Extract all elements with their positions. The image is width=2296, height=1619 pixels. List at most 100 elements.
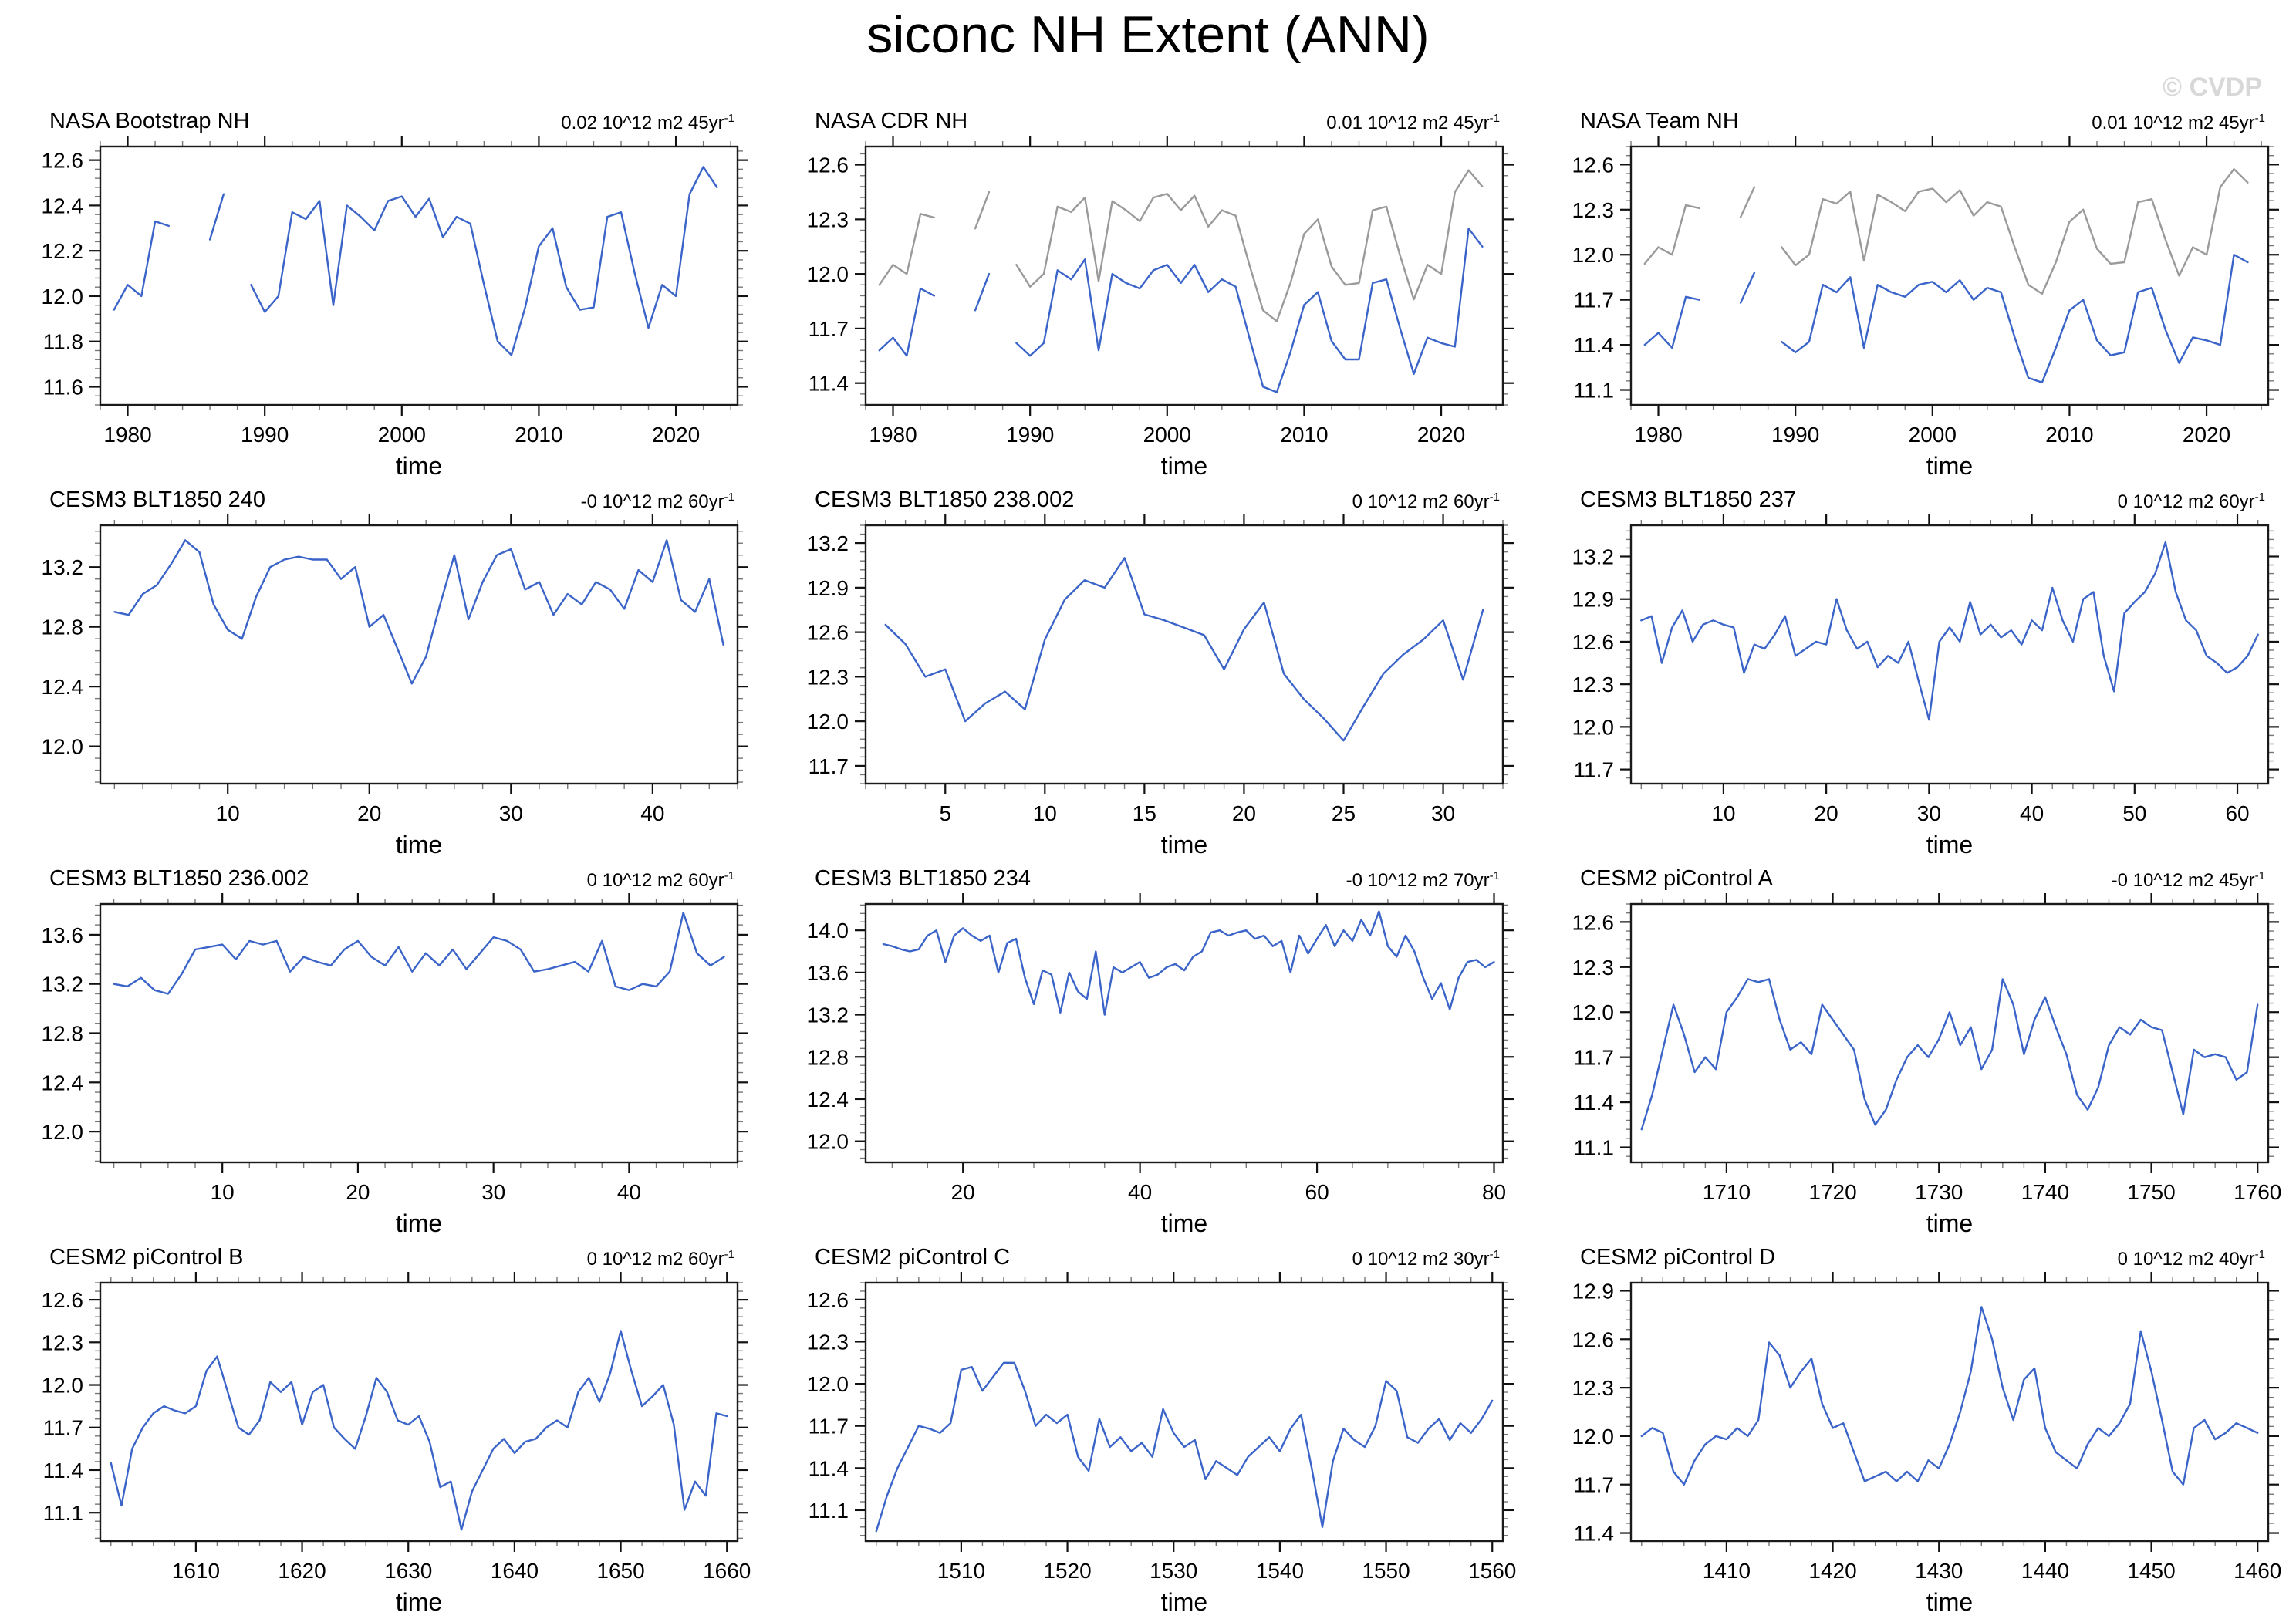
panel-cesm3-blt1850-236-002: CESM3 BLT1850 236.002 0 10^12 m2 60yr-1 … — [0, 859, 765, 1238]
panel-header: CESM2 piControl B 0 10^12 m2 60yr-1 — [0, 1238, 765, 1270]
trend-text: 0 10^12 m2 40yr — [2117, 1249, 2255, 1270]
y-tick-label: 11.1 — [809, 1499, 849, 1523]
x-tick-label: 2000 — [1143, 423, 1191, 447]
panel-nasa-team-nh: NASA Team NH 0.01 10^12 m2 45yr-1 1980 19… — [1531, 102, 2296, 481]
y-tick-label: 12.0 — [1572, 1000, 1615, 1024]
x-tick-label: 20 — [346, 1180, 370, 1204]
x-tick-label: 40 — [1128, 1180, 1152, 1204]
y-tick-label: 11.7 — [809, 1415, 849, 1439]
panel-cesm2-picontrol-d: CESM2 piControl D 0 10^12 m2 40yr-1 1410… — [1531, 1238, 2296, 1617]
y-tick-label: 12.6 — [1572, 153, 1615, 177]
y-tick-label: 12.0 — [807, 262, 849, 286]
y-tick-label: 11.8 — [43, 330, 83, 354]
plot-cesm3-blt1850-240: 10 20 30 40 13.2 12.8 12.4 12.0 time — [42, 514, 748, 858]
series-blue-line — [113, 912, 725, 995]
panel-title: CESM3 BLT1850 234 — [815, 866, 1031, 891]
panel-header: CESM2 piControl A -0 10^12 m2 45yr-1 — [1531, 859, 2296, 892]
y-tick-label: 14.0 — [807, 919, 849, 943]
panel-cesm2-picontrol-a: CESM2 piControl A -0 10^12 m2 45yr-1 171… — [1531, 859, 2296, 1238]
x-tick-label: 20 — [357, 801, 381, 825]
x-tick-label: 1610 — [172, 1559, 220, 1583]
panel-header: CESM2 piControl C 0 10^12 m2 30yr-1 — [765, 1238, 1531, 1270]
x-tick-label: 1620 — [278, 1559, 326, 1583]
x-tick-label: 1980 — [1634, 423, 1682, 447]
plot-frame — [864, 1281, 1504, 1543]
x-tick-label: 1660 — [703, 1559, 751, 1583]
panel-cesm3-blt1850-234: CESM3 BLT1850 234 -0 10^12 m2 70yr-1 20 4… — [765, 859, 1531, 1238]
x-tick-label: 10 — [1033, 801, 1057, 825]
x-tick-label: 1510 — [937, 1559, 985, 1583]
x-tick-label: 2010 — [2045, 423, 2093, 447]
plot-nasa-team-nh: 1980 1990 2000 2010 2020 12.6 12.3 12.0 11.7 11.4… — [1572, 136, 2279, 480]
panel-trend-label: 0 10^12 m2 60yr-1 — [2118, 491, 2265, 513]
x-tick-label: 1440 — [2021, 1559, 2069, 1583]
y-tick-label: 12.4 — [42, 194, 84, 218]
x-axis-label: time — [1161, 452, 1207, 480]
panel-title: CESM3 BLT1850 237 — [1580, 487, 1796, 512]
trend-text: 0 10^12 m2 60yr — [586, 1249, 724, 1270]
y-tick-label: 12.6 — [42, 1288, 84, 1312]
panel-trend-label: -0 10^12 m2 70yr-1 — [1346, 869, 1500, 892]
panel-trend-label: -0 10^12 m2 60yr-1 — [581, 491, 734, 513]
panel-cesm2-picontrol-c: CESM2 piControl C 0 10^12 m2 30yr-1 1510… — [765, 1238, 1531, 1617]
x-tick-label: 30 — [1431, 801, 1455, 825]
plot-frame — [1629, 1281, 2270, 1543]
series-blue-line — [113, 166, 718, 356]
panel-title: CESM3 BLT1850 238.002 — [815, 487, 1075, 512]
trend-text: 0 10^12 m2 60yr — [2117, 491, 2255, 512]
x-tick-label: 25 — [1332, 801, 1356, 825]
x-tick-label: 1990 — [1006, 423, 1054, 447]
panel-title: NASA Bootstrap NH — [49, 109, 250, 133]
trend-text: 0 10^12 m2 60yr — [1352, 491, 1490, 512]
plot-frame — [99, 145, 739, 406]
trend-text: 0.01 10^12 m2 45yr — [1326, 113, 1490, 133]
panel-title: NASA CDR NH — [815, 109, 968, 133]
y-tick-label: 11.4 — [1574, 1091, 1614, 1115]
trend-text: -0 10^12 m2 60yr — [580, 491, 724, 512]
x-tick-label: 2000 — [378, 423, 426, 447]
trend-exponent: -1 — [2254, 491, 2265, 504]
y-tick-label: 11.4 — [809, 1456, 849, 1480]
y-tick-label: 12.8 — [42, 1022, 84, 1046]
y-tick-label: 11.7 — [1574, 1046, 1614, 1070]
y-tick-label: 11.7 — [809, 317, 849, 341]
x-tick-label: 60 — [2225, 801, 2249, 825]
series-blue-line — [875, 1361, 1494, 1533]
y-tick-label: 12.0 — [1572, 715, 1615, 739]
plot-frame — [864, 524, 1504, 785]
y-tick-label: 12.2 — [42, 239, 84, 263]
y-tick-label: 12.0 — [42, 1374, 84, 1398]
series-blue-line — [878, 228, 1484, 393]
x-tick-label: 40 — [2020, 801, 2044, 825]
y-tick-label: 12.6 — [1572, 910, 1615, 934]
series-blue-line — [1640, 541, 2259, 721]
x-tick-label: 10 — [211, 1180, 235, 1204]
panel-title: CESM3 BLT1850 240 — [49, 487, 265, 512]
plot-cesm2-picontrol-d: 1410 1420 1430 1440 1450 1460 12.9 12.6 12.3 12.0… — [1572, 1272, 2281, 1616]
trend-exponent: -1 — [724, 1248, 734, 1261]
x-tick-label: 1550 — [1362, 1559, 1410, 1583]
plot-frame — [99, 1281, 739, 1543]
x-tick-label: 1450 — [2127, 1559, 2175, 1583]
trend-exponent: -1 — [2254, 1248, 2265, 1261]
x-tick-label: 2010 — [515, 423, 562, 447]
x-tick-label: 20 — [951, 1180, 975, 1204]
series-blue-line — [1643, 254, 2249, 383]
x-tick-label: 5 — [939, 801, 951, 825]
y-tick-label: 12.3 — [1572, 956, 1615, 980]
x-tick-label: 1650 — [596, 1559, 644, 1583]
x-tick-label: 1720 — [1808, 1180, 1856, 1204]
panel-header: CESM3 BLT1850 236.002 0 10^12 m2 60yr-1 — [0, 859, 765, 892]
trend-text: 0 10^12 m2 60yr — [586, 870, 724, 891]
panel-nasa-cdr-nh: NASA CDR NH 0.01 10^12 m2 45yr-1 1980 199… — [765, 102, 1531, 481]
panel-trend-label: 0 10^12 m2 40yr-1 — [2118, 1248, 2265, 1270]
panel-header: NASA Team NH 0.01 10^12 m2 45yr-1 — [1531, 102, 2296, 134]
x-tick-label: 40 — [640, 801, 664, 825]
y-tick-label: 13.2 — [807, 531, 849, 555]
panel-trend-label: 0.02 10^12 m2 45yr-1 — [561, 112, 734, 134]
panel-header: NASA Bootstrap NH 0.02 10^12 m2 45yr-1 — [0, 102, 765, 134]
trend-exponent: -1 — [2254, 112, 2265, 125]
y-tick-label: 12.0 — [42, 285, 84, 309]
x-axis-label: time — [396, 452, 442, 480]
y-tick-label: 13.6 — [807, 961, 849, 985]
